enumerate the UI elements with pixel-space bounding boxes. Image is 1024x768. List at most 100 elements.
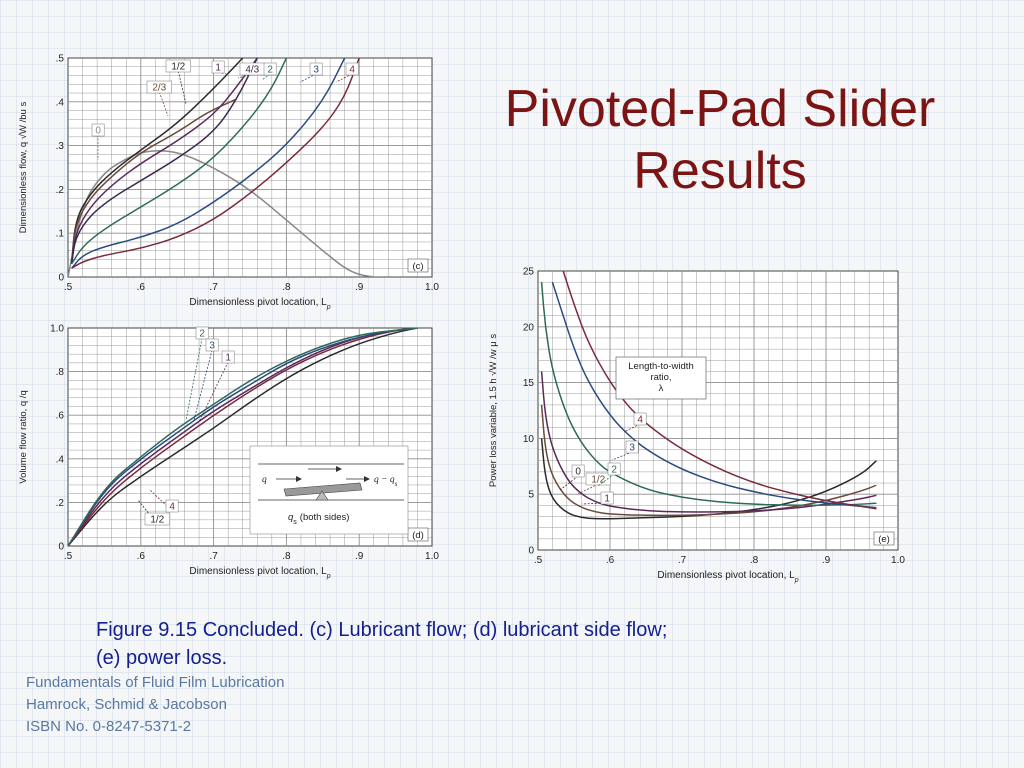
svg-text:3: 3 xyxy=(209,341,215,352)
series-line-1-2 xyxy=(68,328,418,546)
series-line-2 xyxy=(68,328,418,546)
x-tick-label: .7 xyxy=(209,282,218,293)
x-tick-label: .8 xyxy=(750,555,759,566)
series-line-3 xyxy=(551,281,877,509)
svg-text:(e): (e) xyxy=(878,534,890,545)
curve-label: 1/2 xyxy=(137,499,170,526)
legend-title-line: ratio, xyxy=(650,372,671,383)
series-line-4 xyxy=(562,271,877,510)
y-tick-label: 0 xyxy=(58,273,64,284)
grid-lines xyxy=(68,58,432,277)
y-tick-label: 1.0 xyxy=(50,324,64,335)
y-axis-label: Dimensionless flow, q √W /bu s xyxy=(18,102,29,234)
y-tick-label: 5 xyxy=(528,490,534,501)
legend-title-line: Length-to-width xyxy=(628,361,693,372)
svg-text:0: 0 xyxy=(95,126,101,137)
x-axis-label: Dimensionless pivot location, Lp xyxy=(189,297,330,311)
series-line-1 xyxy=(540,371,877,513)
x-tick-label: .8 xyxy=(282,551,291,562)
inset-label-q-minus-qs: q − qs xyxy=(374,475,398,488)
inset-label-qs: qs (both sides) xyxy=(288,512,349,526)
x-tick-label: .8 xyxy=(282,282,291,293)
curve-label: 1 xyxy=(211,60,227,75)
curve-label: 2/3 xyxy=(146,80,172,117)
series-line-3 xyxy=(71,58,346,269)
curve-label: 2 xyxy=(261,62,277,81)
curve-label: 1 xyxy=(581,491,614,505)
series-line-4 xyxy=(71,58,360,269)
svg-text:3: 3 xyxy=(629,443,635,454)
curve-label: 1/2 xyxy=(577,472,611,495)
curve-label: 2 xyxy=(185,326,209,421)
curve-label: 4 xyxy=(623,412,647,433)
svg-text:2/3: 2/3 xyxy=(152,83,166,94)
x-tick-label: .6 xyxy=(137,551,146,562)
curve-label: 1/2 xyxy=(165,59,191,105)
svg-text:(c): (c) xyxy=(412,261,423,272)
panel-label: (e) xyxy=(873,531,895,546)
svg-text:2: 2 xyxy=(199,329,205,340)
x-tick-label: .6 xyxy=(137,282,146,293)
y-axis-label: Power loss variable, 1.5 h √W /w μ s xyxy=(488,334,499,487)
curve-label: 3 xyxy=(193,338,219,421)
svg-text:1: 1 xyxy=(215,63,221,74)
series-line-0 xyxy=(68,149,374,277)
panel-label: (d) xyxy=(407,527,429,542)
y-tick-label: 25 xyxy=(523,267,535,278)
series-line-2 xyxy=(71,58,288,265)
svg-text:4: 4 xyxy=(637,415,643,426)
svg-text:1/2: 1/2 xyxy=(150,515,164,526)
slide-title: Pivoted-Pad Slider Results xyxy=(440,78,1000,202)
title-line-2: Results xyxy=(633,142,807,200)
y-axis-label: Volume flow ratio, q /q xyxy=(18,390,29,483)
curve-label: 1 xyxy=(199,350,235,421)
y-tick-label: 0 xyxy=(58,542,64,553)
y-tick-label: .1 xyxy=(56,229,65,240)
x-tick-label: 1.0 xyxy=(425,551,439,562)
curve-label: 4 xyxy=(149,489,179,513)
x-tick-label: .9 xyxy=(355,282,364,293)
credit-line-2: Hamrock, Schmid & Jacobson xyxy=(26,696,227,713)
series-line-0 xyxy=(540,438,877,520)
svg-text:3: 3 xyxy=(313,65,319,76)
x-tick-label: 1.0 xyxy=(891,555,905,566)
figure-caption: Figure 9.15 Concluded. (c) Lubricant flo… xyxy=(96,616,816,672)
y-tick-label: .2 xyxy=(56,185,65,196)
svg-text:1: 1 xyxy=(604,494,610,505)
series-line-4-3 xyxy=(70,58,258,264)
y-tick-label: 0 xyxy=(528,546,534,557)
plot-area xyxy=(537,270,899,551)
svg-text:4: 4 xyxy=(169,502,175,513)
credit-line-1: Fundamentals of Fluid Film Lubrication xyxy=(26,674,285,691)
y-tick-label: .3 xyxy=(56,141,65,152)
curve-label: 0 xyxy=(559,464,585,491)
chart-panel-d: .5 .6 .7 .8 .9 1.0 0 .2 .4 .6 .8 1.0 Dimensionless p… xyxy=(18,324,439,580)
curve-label: 3 xyxy=(611,440,639,461)
panel-label: (c) xyxy=(407,258,429,273)
y-tick-label: .8 xyxy=(56,367,65,378)
caption-line-1: Figure 9.15 Concluded. (c) Lubricant flo… xyxy=(96,619,668,641)
svg-text:4/3: 4/3 xyxy=(245,65,259,76)
credit-line-3: ISBN No. 0-8247-5371-2 xyxy=(26,718,192,735)
series-line-4 xyxy=(68,328,418,546)
series-line-2-3 xyxy=(70,98,236,264)
y-tick-label: 20 xyxy=(523,322,535,333)
svg-text:(d): (d) xyxy=(412,530,424,541)
series-line-2 xyxy=(540,282,877,507)
curve-label: 4/3 xyxy=(237,62,265,79)
y-tick-label: .4 xyxy=(56,97,65,108)
y-tick-label: .4 xyxy=(56,454,65,465)
x-tick-label: .5 xyxy=(64,282,73,293)
book-credits: Fundamentals of Fluid Film Lubrication H… xyxy=(26,672,284,738)
svg-text:1/2: 1/2 xyxy=(591,475,605,486)
svg-text:2: 2 xyxy=(611,465,617,476)
x-tick-label: .9 xyxy=(355,551,364,562)
curve-label: 4 xyxy=(335,62,359,83)
y-tick-label: .2 xyxy=(56,498,65,509)
x-tick-label: .9 xyxy=(822,555,831,566)
x-tick-label: .5 xyxy=(64,551,73,562)
y-tick-label: 10 xyxy=(523,434,535,445)
x-tick-label: .7 xyxy=(678,555,687,566)
svg-text:2: 2 xyxy=(267,65,273,76)
